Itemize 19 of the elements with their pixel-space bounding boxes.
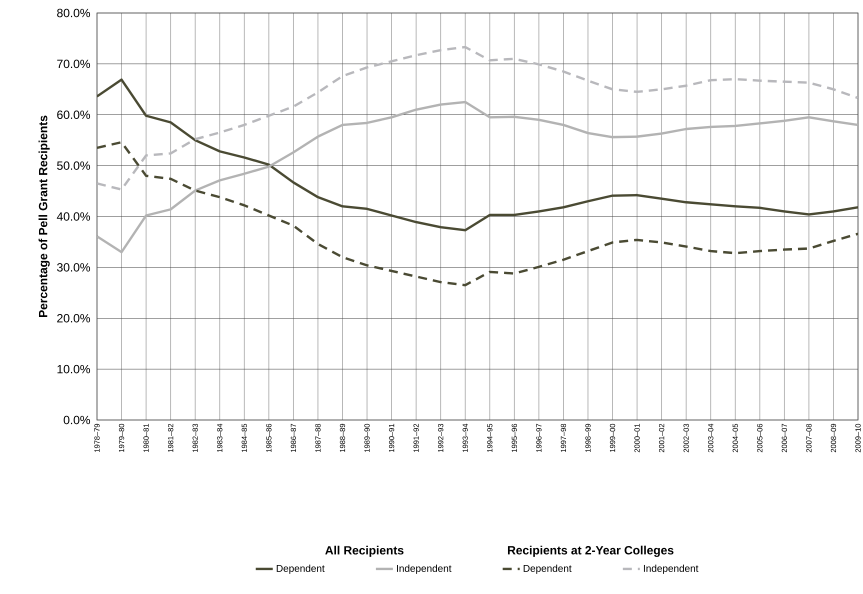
y-tick-label: 60.0% xyxy=(57,110,90,119)
line-series xyxy=(97,78,858,232)
y-axis-title: Percentage of Pell Grant Recipients xyxy=(38,116,50,318)
text: All Recipients xyxy=(325,546,404,557)
y-tick-label: 70.0% xyxy=(57,60,90,68)
legend-label: Dependent xyxy=(276,564,325,574)
line-series xyxy=(97,46,858,191)
legend-label: Dependent xyxy=(524,564,572,574)
y-tick-label: 0.0% xyxy=(64,416,90,424)
y-tick-label: 20.0% xyxy=(57,314,90,322)
text: Recipients at 2-Year Colleges xyxy=(508,546,674,557)
y-tick-label: 10.0% xyxy=(57,364,90,374)
y-tick-label: 80.0% xyxy=(57,8,90,18)
y-tick-label: 50.0% xyxy=(57,161,90,170)
y-tick-label: 40.0% xyxy=(56,212,90,221)
line-series xyxy=(97,141,858,286)
legend-label: Independent xyxy=(644,564,698,574)
y-tick-label: 30.0% xyxy=(57,263,90,272)
legend-label: Independent xyxy=(397,564,452,574)
